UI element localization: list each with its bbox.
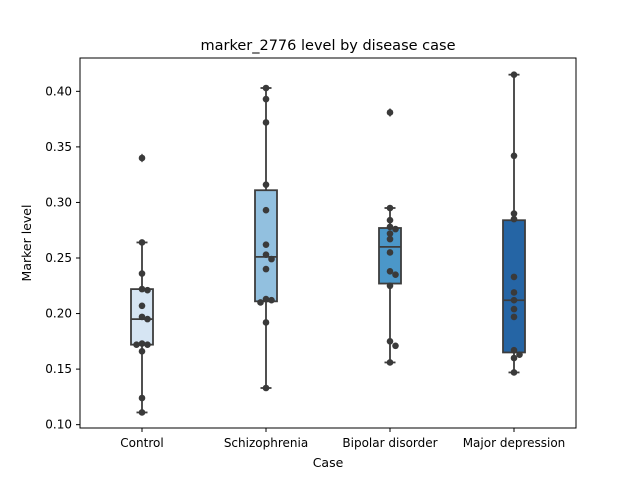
y-tick-label: 0.40 xyxy=(45,84,72,98)
data-point xyxy=(138,348,146,355)
data-point xyxy=(392,342,399,350)
data-point xyxy=(262,265,270,273)
data-point xyxy=(144,341,151,348)
data-point xyxy=(510,289,518,296)
data-point xyxy=(138,270,146,277)
data-point xyxy=(138,302,146,310)
data-point xyxy=(257,299,264,306)
data-point xyxy=(510,296,518,304)
plot-frame xyxy=(79,57,577,429)
data-point xyxy=(138,394,146,402)
data-point xyxy=(144,286,151,294)
data-point xyxy=(262,319,270,326)
data-point xyxy=(510,210,518,217)
chart-title: marker_2776 level by disease case xyxy=(201,38,456,54)
data-point xyxy=(510,346,518,354)
x-tick-label: Bipolar disorder xyxy=(342,436,437,450)
data-point xyxy=(392,271,399,278)
y-tick-label: 0.20 xyxy=(45,307,72,321)
data-point xyxy=(386,282,394,290)
data-point xyxy=(268,296,275,304)
data-point xyxy=(392,225,399,233)
x-axis-label: Case xyxy=(313,455,344,470)
data-point xyxy=(386,204,394,212)
data-point xyxy=(262,206,270,214)
data-point xyxy=(510,71,518,78)
y-tick-label: 0.30 xyxy=(45,195,72,209)
data-point xyxy=(510,305,518,313)
data-point xyxy=(386,338,394,345)
data-point xyxy=(510,369,518,376)
data-point xyxy=(262,241,270,248)
data-point xyxy=(262,95,270,103)
data-point xyxy=(386,268,394,275)
data-point xyxy=(262,119,270,126)
data-point xyxy=(268,255,275,263)
data-point xyxy=(386,235,394,243)
data-point xyxy=(262,84,270,92)
data-point xyxy=(262,384,270,392)
data-point xyxy=(386,249,394,256)
data-point xyxy=(138,285,146,293)
data-point xyxy=(386,109,394,116)
data-point xyxy=(138,313,146,321)
data-point xyxy=(262,181,270,188)
data-point xyxy=(262,251,270,258)
box-major-depression xyxy=(502,219,526,354)
data-point xyxy=(510,215,518,223)
data-point xyxy=(510,313,518,321)
x-tick-label: Major depression xyxy=(463,436,566,450)
data-point xyxy=(516,351,523,358)
data-point xyxy=(510,152,518,160)
y-tick-label: 0.35 xyxy=(45,140,72,154)
y-tick-label: 0.15 xyxy=(45,362,72,376)
data-point xyxy=(386,359,394,366)
data-point xyxy=(138,239,146,246)
axes: 0.10 0.15 0.20 0.25 0.30 0.35 0.40 Control Schiz… xyxy=(45,57,577,450)
y-tick-label: 0.10 xyxy=(45,418,72,432)
data-point xyxy=(386,230,394,237)
data-point xyxy=(386,223,394,231)
data-point xyxy=(144,315,151,323)
x-tick-label: Control xyxy=(120,436,163,450)
data-point xyxy=(138,409,146,416)
x-tick-label: Schizophrenia xyxy=(224,436,308,450)
data-point xyxy=(262,295,270,303)
data-point xyxy=(386,216,394,224)
data-point xyxy=(510,354,518,362)
plot-area xyxy=(130,71,526,416)
y-axis-label: Marker level xyxy=(19,205,34,282)
data-point xyxy=(138,340,146,347)
data-point xyxy=(138,154,146,162)
y-tick-label: 0.25 xyxy=(45,251,72,265)
data-point xyxy=(510,273,518,281)
data-point xyxy=(133,341,140,348)
